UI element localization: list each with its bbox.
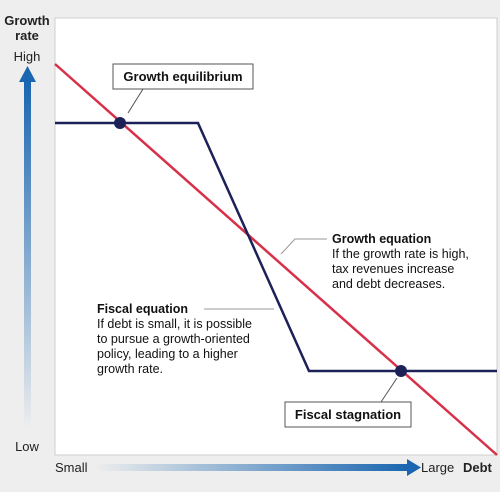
fiscal-equation-line-3: policy, leading to a higher: [97, 347, 238, 361]
fiscal-equation-annotation: Fiscal equation If debt is small, it is …: [97, 302, 274, 376]
y-axis-arrow: [19, 66, 36, 430]
plot-area: [54, 17, 498, 456]
growth-equation-line-1: If the growth rate is high,: [332, 247, 469, 261]
growth-equilibrium-label: Growth equilibrium: [123, 69, 242, 84]
growth-equation-annotation: Growth equation If the growth rate is hi…: [280, 232, 469, 291]
x-axis-arrow: [95, 459, 421, 476]
fiscal-stagnation-callout: Fiscal stagnation: [284, 377, 412, 428]
fiscal-equation-title: Fiscal equation: [97, 302, 188, 316]
growth-equilibrium-callout: Growth equilibrium: [112, 63, 254, 114]
growth-equilibrium-point: [114, 117, 126, 129]
y-axis-low-label: Low: [15, 439, 39, 454]
growth-equation-line-2: tax revenues increase: [332, 262, 454, 276]
y-axis-high-label: High: [14, 49, 41, 64]
growth-equation-line-3: and debt decreases.: [332, 277, 445, 291]
fiscal-equation-line-1: If debt is small, it is possible: [97, 317, 252, 331]
fiscal-stagnation-label: Fiscal stagnation: [295, 407, 401, 422]
fiscal-stagnation-point: [395, 365, 407, 377]
fiscal-equation-line-2: to pursue a growth-oriented: [97, 332, 250, 346]
x-axis-title: Debt: [463, 460, 493, 475]
x-axis-small-label: Small: [55, 460, 88, 475]
y-axis-title-line2: rate: [15, 28, 39, 43]
growth-equation-title: Growth equation: [332, 232, 431, 246]
x-axis-large-label: Large: [421, 460, 454, 475]
growth-equation-line: [54, 63, 498, 456]
fiscal-equation-line-4: growth rate.: [97, 362, 163, 376]
y-axis-title-line1: Growth: [4, 13, 50, 28]
